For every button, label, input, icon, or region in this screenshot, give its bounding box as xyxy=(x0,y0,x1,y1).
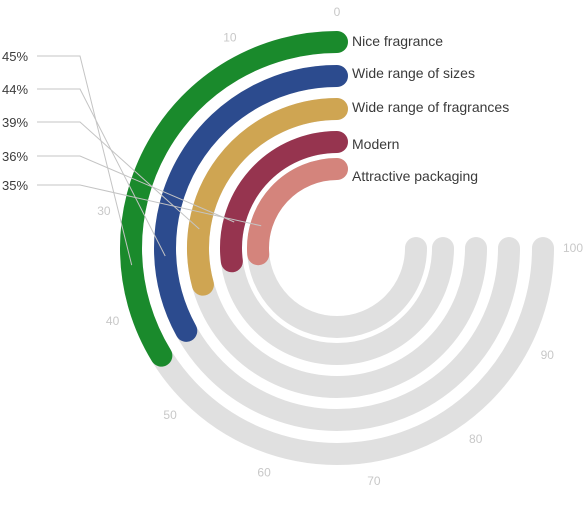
series-name-nice-fragrance: Nice fragrance xyxy=(352,33,443,49)
leader-line-nice-fragrance xyxy=(37,55,133,266)
tick-label-40: 40 xyxy=(106,314,120,328)
tick-labels-layer: 0 10 30 40 50 60 70 80 90 100 xyxy=(97,5,583,488)
series-name-wide-range-of-fragrances: Wide range of fragrances xyxy=(352,99,509,115)
bar-attractive-packaging xyxy=(247,158,348,266)
leader-lines-layer xyxy=(37,55,262,266)
bar-nice-fragrance xyxy=(120,31,348,367)
leader-line-modern xyxy=(37,155,235,223)
value-label-wide-range-of-sizes: 44% xyxy=(2,82,28,97)
tick-label-80: 80 xyxy=(469,432,483,446)
series-name-attractive-packaging: Attractive packaging xyxy=(352,168,478,184)
series-name-wide-range-of-sizes: Wide range of sizes xyxy=(352,65,475,81)
tick-label-30: 30 xyxy=(97,204,111,218)
value-labels-layer: 45% 44% 39% 36% 35% xyxy=(2,49,28,193)
bar-wide-range-of-fragrances xyxy=(187,98,348,296)
tick-label-100: 100 xyxy=(563,241,583,255)
series-name-modern: Modern xyxy=(352,136,399,152)
bars-layer xyxy=(120,31,348,367)
tick-label-10: 10 xyxy=(223,31,237,45)
value-label-attractive-packaging: 35% xyxy=(2,178,28,193)
tick-label-70: 70 xyxy=(367,474,381,488)
value-label-nice-fragrance: 45% xyxy=(2,49,28,64)
tick-label-60: 60 xyxy=(257,465,271,479)
leader-line-attractive-packaging xyxy=(37,184,262,227)
series-names-layer: Nice fragrance Wide range of sizes Wide ra… xyxy=(352,33,509,184)
bar-wide-range-of-sizes xyxy=(154,65,348,342)
tick-label-0: 0 xyxy=(334,5,341,19)
leader-line-wide-range-of-fragrances xyxy=(37,121,200,230)
tick-label-50: 50 xyxy=(163,408,177,422)
value-label-wide-range-of-fragrances: 39% xyxy=(2,115,28,130)
leader-line-wide-range-of-sizes xyxy=(37,88,166,257)
tick-label-90: 90 xyxy=(541,348,555,362)
bar-modern xyxy=(220,131,348,273)
value-label-modern: 36% xyxy=(2,149,28,164)
